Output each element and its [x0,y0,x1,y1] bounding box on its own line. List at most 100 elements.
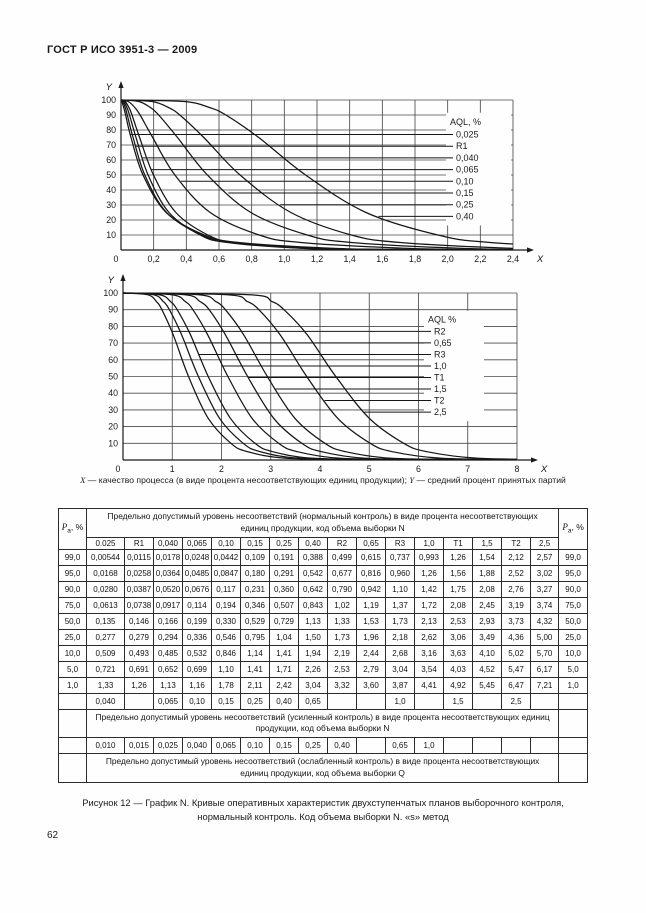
figure-caption: Рисунок 12 — График N. Кривые оперативны… [38,796,608,823]
value-cell: 2,93 [472,612,502,630]
reduced-aql-cell: 0,25 [298,737,328,755]
value-cell: 0,816 [356,564,386,582]
reduced-aql-cell [472,737,502,755]
value-cell: 0,652 [153,660,183,678]
svg-text:70: 70 [106,140,116,150]
reduced-aql-cell: 0,040 [182,737,212,755]
legend-background [424,310,484,422]
value-cell: 2,45 [472,596,502,614]
value-cell: 0,336 [182,628,212,646]
value-cell: 0,194 [211,596,241,614]
x-axis-arrow-icon [527,247,534,253]
value-cell: 2,57 [529,548,560,566]
edge-cell [58,692,87,710]
value-cell: 3,73 [501,612,531,630]
value-cell: 2,26 [298,660,328,678]
tightened-aql-cell: 0,15 [211,692,241,710]
reduced-aql-cell: 0,065 [211,737,241,755]
value-cell: 1,41 [269,644,299,662]
value-cell: 0,0248 [182,548,212,566]
reduced-aql-cell: 1,0 [414,737,444,755]
svg-text:8: 8 [515,464,520,474]
aql-column-header: 0,065 [182,536,212,550]
value-cell: 1,53 [356,612,386,630]
aql-column-header: 0.025 [86,536,125,550]
value-cell: 0,499 [327,548,357,566]
value-cell: 1,02 [327,596,357,614]
tightened-aql-cell: 0,40 [269,692,299,710]
value-cell: 0,0280 [86,580,125,598]
value-cell: 1,88 [472,564,502,582]
svg-text:Y: Y [106,82,113,93]
value-cell: 0,0442 [211,548,241,566]
value-cell: 3,49 [472,628,502,646]
edge-cell [58,708,87,739]
svg-text:T2: T2 [434,396,445,406]
pa-level-cell: 99,0 [558,548,588,566]
edge-cell [58,737,87,755]
value-cell: 5,02 [501,644,531,662]
pa-level-cell: 5,0 [558,660,588,678]
value-cell: 0,532 [182,644,212,662]
value-cell: 0,291 [269,564,299,582]
value-cell: 1,19 [356,596,386,614]
x-axis-arrow-icon [531,457,538,463]
oc-data-table: Pа, % Предельно допустимый уровень несоот… [58,508,588,783]
value-cell: 4,32 [529,612,560,630]
svg-text:1,5: 1,5 [434,384,447,394]
value-cell: 0,615 [356,548,386,566]
value-cell: 2,12 [501,548,531,566]
value-cell: 0,493 [124,644,154,662]
tightened-aql-cell [472,692,502,710]
value-cell: 3,32 [327,676,357,694]
value-cell: 5,00 [529,628,560,646]
aql-column-header: T1 [443,536,473,550]
value-cell: 3,04 [298,676,328,694]
reduced-aql-cell [501,737,531,755]
aql-column-header: R3 [385,536,415,550]
tick-labels: 10 20 30 40 50 60 70 80 90 100 0,2 0,4 0,6 0,8 1,0 1,2 1… [101,82,544,265]
pa-level-cell: 95,0 [558,564,588,582]
svg-text:0,40: 0,40 [456,211,474,221]
value-cell: 0,279 [124,628,154,646]
pa-level-cell: 25,0 [58,628,87,646]
value-cell: 1,10 [211,660,241,678]
curves [121,99,513,251]
value-cell: 0,846 [211,644,241,662]
svg-text:1,8: 1,8 [409,254,421,264]
value-cell: 0,993 [414,548,444,566]
svg-text:0,10: 0,10 [456,176,474,186]
pa-level-cell: 99,0 [58,548,87,566]
svg-text:10: 10 [108,438,118,448]
value-cell: 1,10 [385,580,415,598]
svg-text:40: 40 [108,388,118,398]
svg-text:0,65: 0,65 [434,338,452,348]
pa-level-cell: 75,0 [58,596,87,614]
tightened-aql-cell: 2,5 [501,692,531,710]
value-cell: 6,47 [501,676,531,694]
value-cell: 4,52 [472,660,502,678]
y-axis-arrow-icon [120,274,126,281]
y-axis-arrow-icon [118,81,124,88]
value-cell: 0,942 [356,580,386,598]
value-cell: 4,03 [443,660,473,678]
svg-text:70: 70 [108,338,118,348]
value-cell: 0,330 [211,612,241,630]
svg-text:50: 50 [106,170,116,180]
value-cell: 1,54 [472,548,502,566]
page-number: 62 [47,830,59,841]
value-cell: 1,94 [298,644,328,662]
reduced-aql-cell [443,737,473,755]
reduced-aql-cell: 0,025 [153,737,183,755]
value-cell: 5,70 [529,644,560,662]
edge-cell [558,708,588,739]
edge-cell [558,692,588,710]
value-cell: 0,117 [211,580,241,598]
value-cell: 3,63 [443,644,473,662]
value-cell: 6,17 [529,660,560,678]
svg-text:0,040: 0,040 [456,153,479,163]
value-cell: 0,546 [211,628,241,646]
svg-text:2,0: 2,0 [442,254,454,264]
